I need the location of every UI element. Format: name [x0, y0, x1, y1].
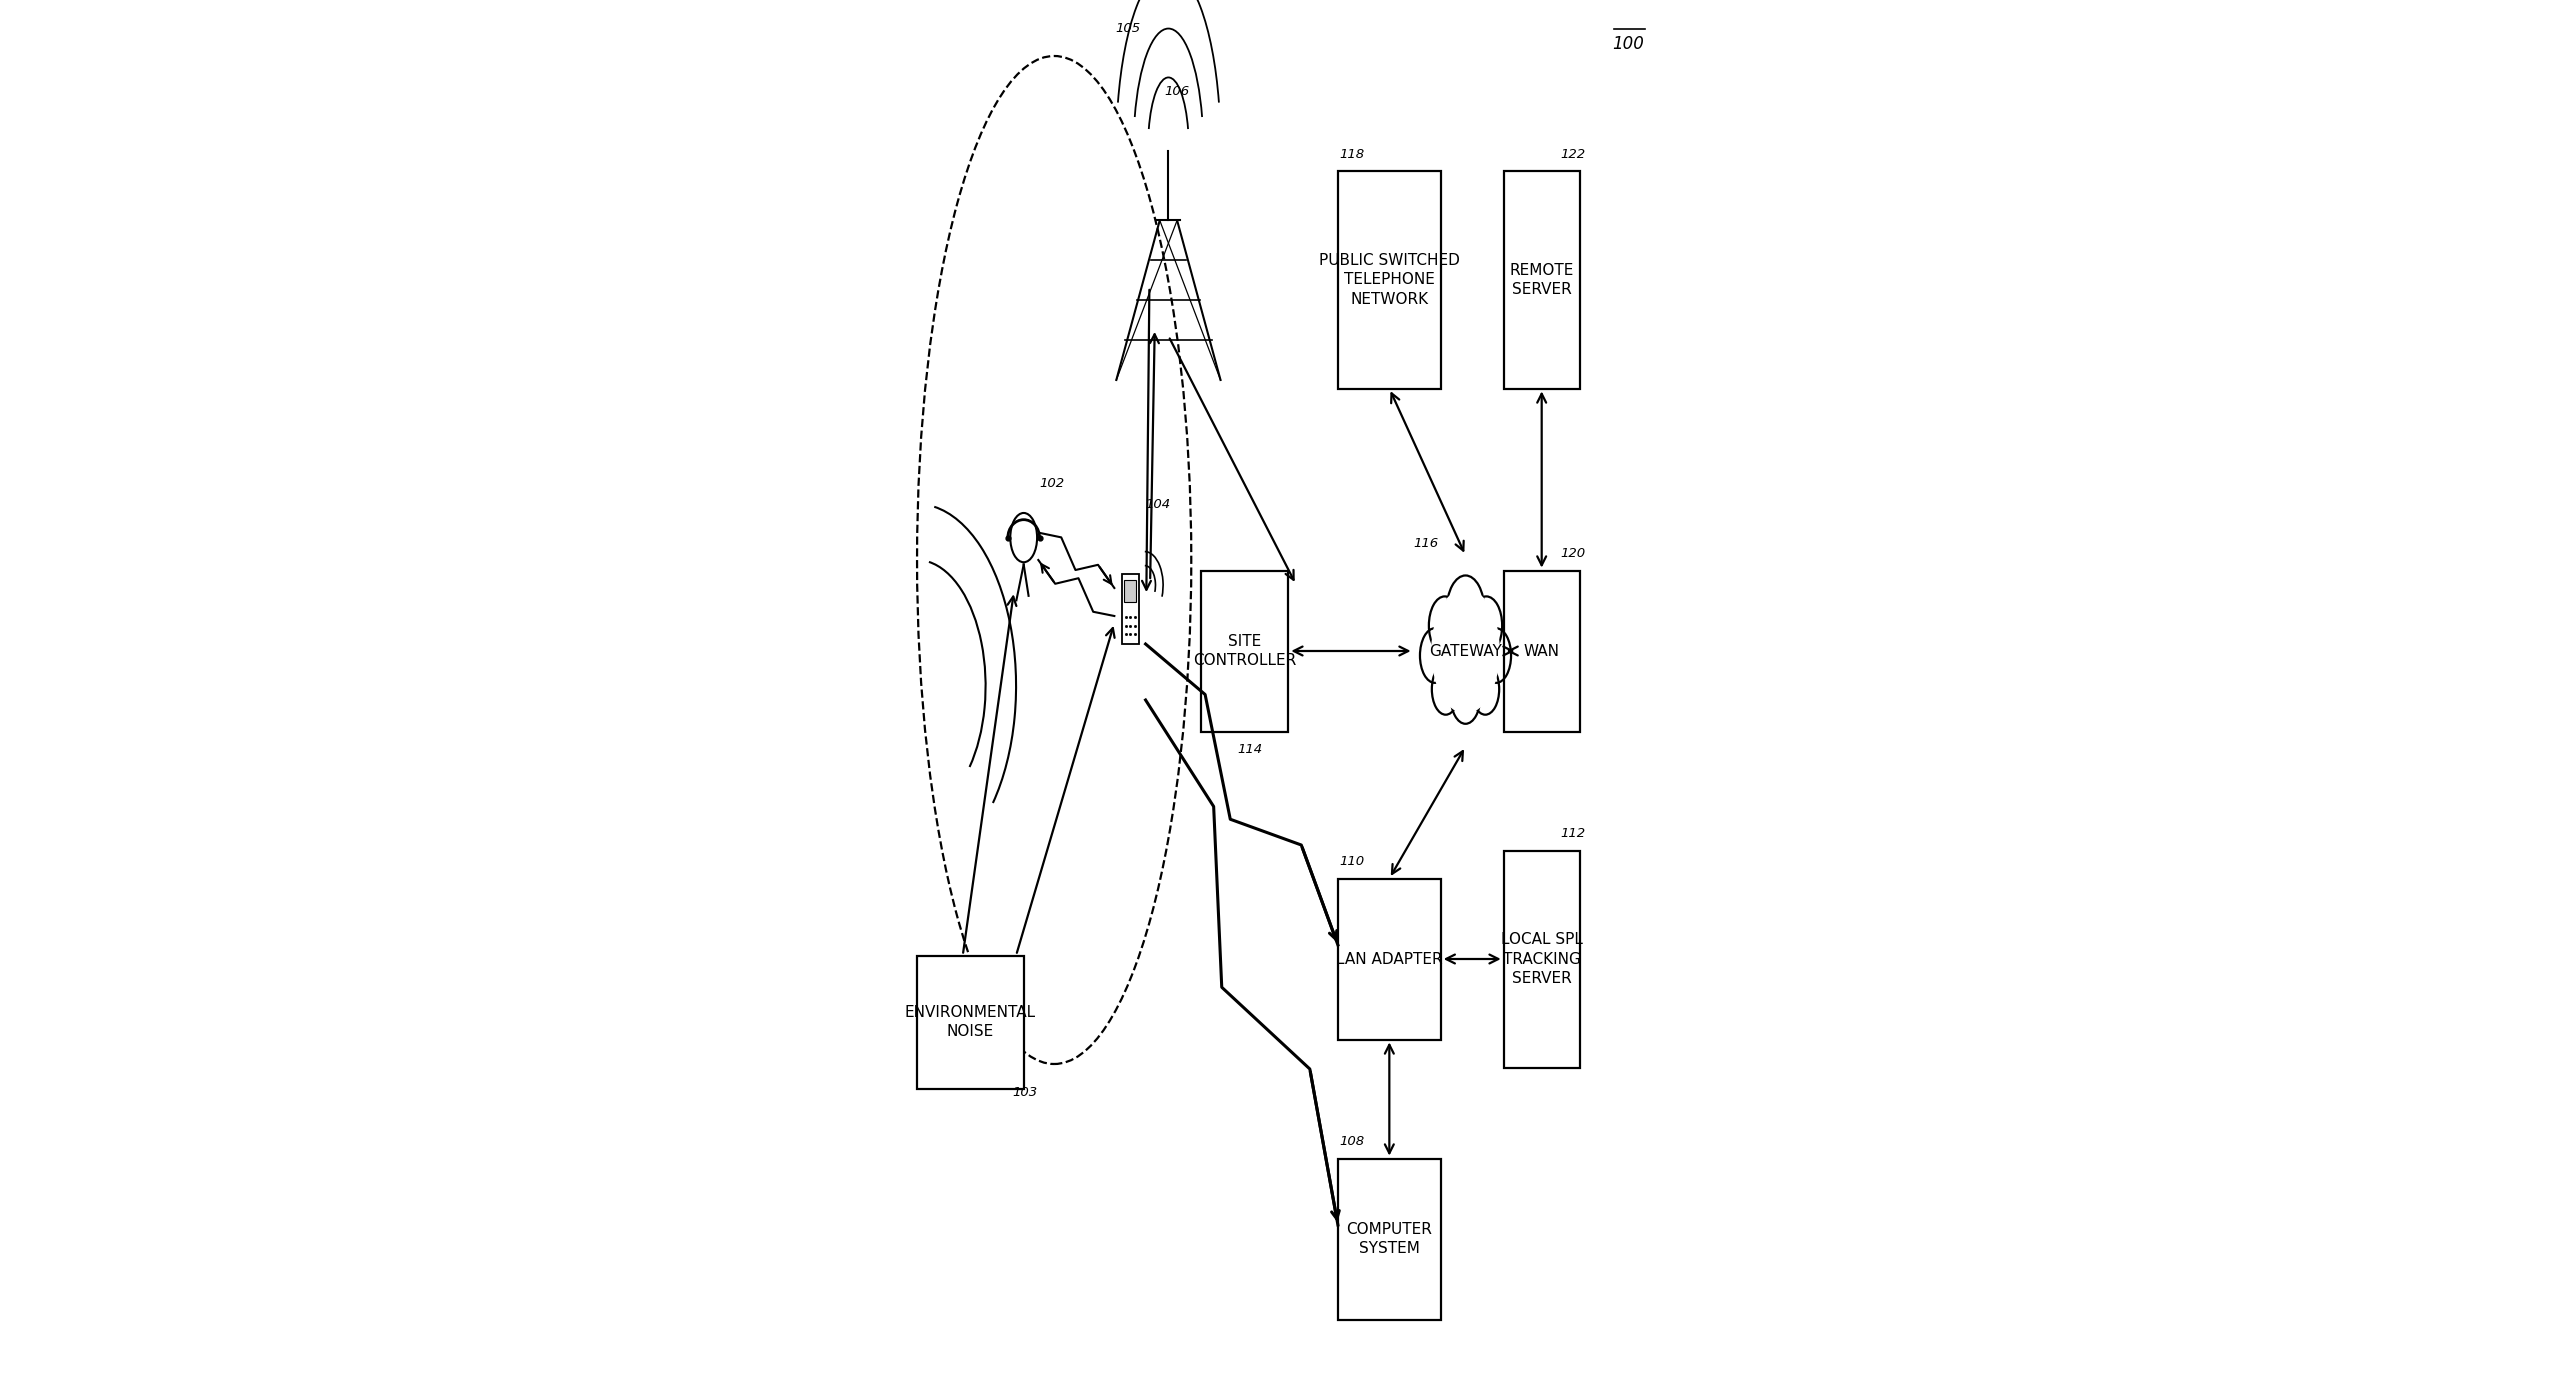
Text: 102: 102	[1039, 477, 1065, 490]
Bar	[1503, 571, 1580, 731]
Bar	[1503, 850, 1580, 1067]
Text: 118: 118	[1341, 148, 1364, 161]
Text: 106: 106	[1166, 85, 1189, 98]
Text: 112: 112	[1562, 827, 1585, 840]
Circle shape	[1431, 589, 1500, 713]
Bar	[1338, 879, 1441, 1039]
Text: 110: 110	[1341, 855, 1364, 868]
Circle shape	[1446, 575, 1485, 644]
Text: LOCAL SPL
TRACKING
SERVER: LOCAL SPL TRACKING SERVER	[1500, 932, 1582, 986]
Circle shape	[1420, 568, 1510, 734]
Text: SITE
CONTROLLER: SITE CONTROLLER	[1194, 634, 1297, 668]
Bar	[1338, 1159, 1441, 1319]
Text: COMPUTER
SYSTEM: COMPUTER SYSTEM	[1346, 1222, 1433, 1256]
Text: 114: 114	[1238, 743, 1263, 756]
Circle shape	[1482, 629, 1510, 683]
Text: 100: 100	[1613, 35, 1644, 53]
Bar	[1124, 580, 1137, 602]
Circle shape	[1428, 596, 1461, 655]
Bar	[916, 955, 1024, 1089]
Text: GATEWAY: GATEWAY	[1428, 644, 1503, 658]
Circle shape	[1420, 629, 1449, 683]
Text: 108: 108	[1341, 1135, 1364, 1148]
Text: REMOTE
SERVER: REMOTE SERVER	[1510, 263, 1575, 297]
Text: 116: 116	[1413, 538, 1438, 550]
Text: 122: 122	[1562, 148, 1585, 161]
Text: 104: 104	[1145, 498, 1171, 511]
Text: ENVIRONMENTAL
NOISE: ENVIRONMENTAL NOISE	[906, 1005, 1037, 1039]
Bar	[1338, 172, 1441, 388]
Text: PUBLIC SWITCHED
TELEPHONE
NETWORK: PUBLIC SWITCHED TELEPHONE NETWORK	[1320, 252, 1459, 307]
Text: 120: 120	[1562, 547, 1585, 560]
Text: 103: 103	[1011, 1086, 1037, 1099]
Bar	[1122, 574, 1140, 644]
Circle shape	[1472, 664, 1500, 714]
Circle shape	[1451, 669, 1479, 724]
Bar	[1202, 571, 1289, 731]
Text: LAN ADAPTER: LAN ADAPTER	[1335, 952, 1443, 966]
Bar	[1503, 172, 1580, 388]
Text: 105: 105	[1114, 22, 1140, 35]
Circle shape	[1469, 596, 1503, 655]
Circle shape	[1431, 664, 1459, 714]
Text: WAN: WAN	[1523, 644, 1559, 658]
